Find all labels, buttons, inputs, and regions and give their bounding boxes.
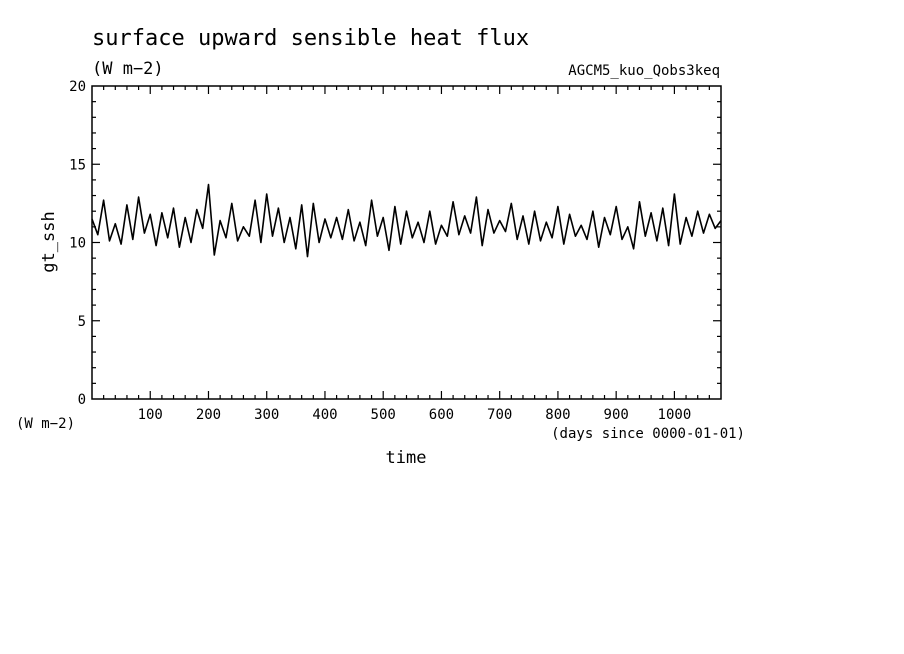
x-tick-label: 1000 [658,407,692,423]
plot-frame [91,85,722,400]
y-tick-label: 20 [69,79,86,95]
x-axis-label: time [386,448,427,468]
chart-title: surface upward sensible heat flux [92,26,529,51]
x-tick-label: 900 [604,407,629,423]
x-tick-label: 500 [371,407,396,423]
y-tick-label: 5 [78,314,86,330]
run-name: AGCM5_kuo_Qobs3keq [568,63,720,79]
x-unit-label: (days since 0000-01-01) [551,426,745,442]
x-tick-labels: 100 200 300 400 500 600 700 800 900 1000 [138,407,692,423]
axis-ticks [92,86,721,399]
y-tick-label: 10 [69,236,86,252]
x-tick-label: 700 [487,407,512,423]
x-tick-label: 600 [429,407,454,423]
x-tick-label: 100 [138,407,163,423]
x-tick-label: 300 [254,407,279,423]
series-line [91,183,722,258]
y-unit-label: (W m−2) [16,416,75,432]
title-units: (W m−2) [92,59,164,79]
y-tick-label: 0 [78,392,86,408]
y-tick-label: 15 [69,157,86,173]
x-tick-label: 800 [545,407,570,423]
x-tick-label: 400 [312,407,337,423]
x-tick-label: 200 [196,407,221,423]
y-tick-labels: 0 5 10 15 20 [69,79,86,408]
y-axis-label: gt_ssh [39,211,59,272]
